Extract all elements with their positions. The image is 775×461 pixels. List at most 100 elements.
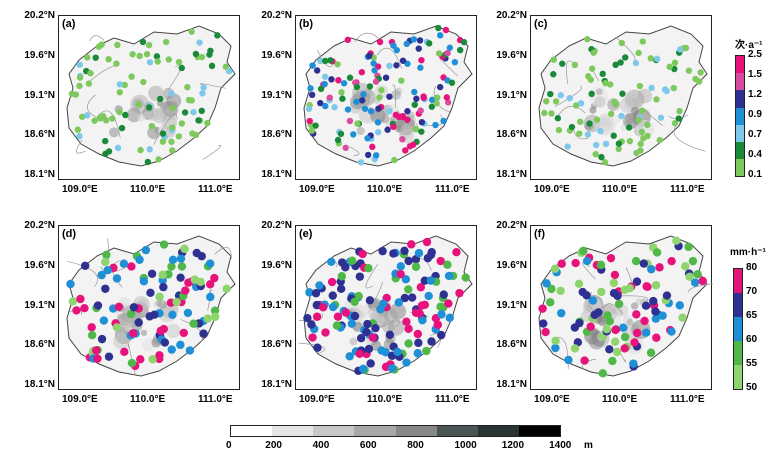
- station-point: [415, 45, 422, 52]
- station-point: [402, 358, 411, 367]
- station-point: [424, 291, 433, 301]
- station-point: [401, 275, 411, 284]
- station-point: [148, 122, 155, 130]
- panel-label: (c): [534, 18, 548, 30]
- station-point: [172, 297, 181, 307]
- station-point: [366, 359, 375, 368]
- colorbar-label: 70: [746, 286, 758, 297]
- station-point: [461, 273, 470, 282]
- station-point: [603, 311, 612, 320]
- colorbar-segment: [736, 90, 744, 108]
- longitude-tick-label: 111.0°E: [435, 184, 470, 195]
- station-point: [317, 99, 324, 107]
- station-point: [602, 140, 610, 148]
- terrain-shade: [609, 115, 620, 125]
- map-panel: (d): [58, 225, 240, 390]
- station-point: [101, 284, 110, 293]
- station-point: [648, 84, 655, 92]
- station-point: [639, 107, 646, 114]
- station-point: [126, 309, 136, 319]
- terrain-shade: [140, 329, 148, 336]
- station-point: [159, 324, 168, 334]
- station-point: [551, 336, 560, 345]
- station-point: [566, 95, 573, 102]
- longitude-tick-label: 110.0°E: [367, 184, 403, 195]
- station-point: [439, 290, 448, 299]
- terrain-shade: [390, 89, 401, 100]
- station-point: [225, 67, 233, 75]
- station-point: [105, 56, 112, 63]
- station-point: [120, 347, 129, 357]
- station-point: [307, 85, 314, 92]
- station-point: [637, 147, 644, 154]
- station-point: [651, 281, 661, 290]
- terrain-shade: [108, 127, 120, 138]
- elevation-segment: [518, 426, 560, 436]
- station-point: [411, 88, 418, 96]
- station-point: [339, 95, 346, 102]
- station-point: [334, 61, 341, 68]
- station-point: [602, 324, 612, 334]
- station-point: [162, 38, 170, 46]
- station-point: [372, 78, 380, 85]
- station-point: [185, 346, 195, 355]
- station-point: [670, 84, 677, 92]
- station-point: [414, 248, 424, 258]
- station-point: [97, 334, 107, 344]
- station-point: [139, 38, 147, 46]
- station-point: [614, 299, 624, 309]
- station-point: [676, 107, 683, 115]
- station-point: [655, 263, 664, 272]
- station-point: [418, 128, 425, 135]
- station-point: [159, 130, 167, 137]
- station-point: [442, 26, 450, 34]
- station-point: [615, 140, 623, 147]
- colorbar-label: 80: [746, 262, 758, 273]
- station-point: [312, 122, 319, 129]
- station-point: [134, 318, 143, 327]
- terrain-shade: [165, 323, 181, 339]
- county-boundary: [180, 319, 203, 342]
- station-point: [376, 305, 385, 314]
- station-point: [183, 308, 193, 318]
- station-point: [308, 333, 317, 342]
- station-point: [145, 312, 154, 321]
- station-point: [366, 52, 373, 59]
- latitude-tick-label: 20.2°N: [496, 220, 527, 231]
- station-point: [344, 36, 352, 44]
- station-point: [404, 285, 413, 294]
- station-point: [456, 46, 464, 54]
- station-point: [389, 249, 398, 258]
- station-point: [80, 304, 89, 313]
- station-point: [410, 36, 418, 43]
- longitude-tick-label: 111.0°E: [435, 394, 470, 405]
- station-point: [433, 100, 440, 107]
- station-point: [335, 77, 342, 84]
- station-point: [313, 67, 321, 74]
- station-point: [76, 133, 83, 140]
- colorbar-segment: [736, 124, 744, 142]
- station-point: [129, 303, 139, 312]
- station-point: [631, 256, 641, 266]
- station-point: [309, 62, 316, 69]
- station-point: [417, 64, 424, 71]
- station-point: [437, 330, 446, 340]
- station-point: [337, 272, 347, 281]
- island-map: [298, 235, 473, 377]
- elevation-segment: [477, 426, 519, 436]
- station-point: [443, 260, 452, 269]
- station-point: [618, 39, 626, 47]
- station-point: [656, 136, 663, 144]
- station-point: [427, 248, 436, 257]
- elevation-segment: [395, 426, 437, 436]
- island-map: [66, 25, 236, 167]
- station-point: [426, 276, 436, 285]
- station-point: [195, 117, 202, 124]
- station-point: [546, 298, 555, 307]
- station-point: [168, 310, 177, 319]
- station-point: [72, 91, 80, 98]
- station-point: [644, 132, 651, 140]
- elevation-label: 1400: [549, 440, 572, 451]
- station-point: [76, 82, 83, 90]
- station-point: [76, 74, 84, 81]
